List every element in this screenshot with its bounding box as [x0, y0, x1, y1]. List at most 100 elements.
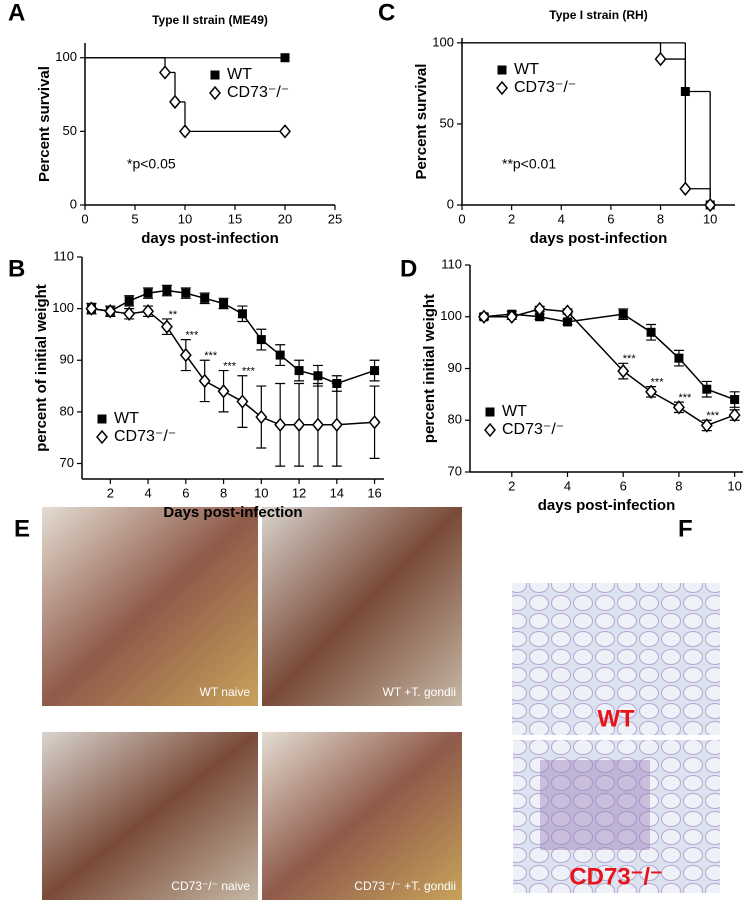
marker	[162, 286, 172, 296]
marker	[280, 53, 290, 63]
x-tick-label: 8	[675, 478, 682, 493]
marker	[275, 350, 285, 360]
marker	[330, 417, 343, 432]
y-tick-label: 90	[60, 352, 74, 367]
marker	[85, 301, 98, 316]
y-tick-label: 0	[447, 196, 454, 211]
marker	[477, 309, 490, 324]
x-tick-label: 10	[703, 211, 717, 226]
chart-title: Type II strain (ME49)	[152, 13, 268, 27]
x-tick-label: 4	[558, 211, 565, 226]
x-tick-label: 6	[607, 211, 614, 226]
y-tick-label: 70	[448, 463, 462, 478]
marker	[279, 124, 291, 139]
marker	[535, 312, 545, 322]
marker	[702, 384, 712, 394]
marker	[484, 422, 496, 438]
y-tick-label: 80	[448, 412, 462, 427]
legend-label: CD73⁻/⁻	[227, 84, 289, 101]
x-tick-label: 20	[278, 211, 292, 226]
marker	[96, 429, 108, 445]
significance-mark: ***	[679, 392, 693, 404]
panel-letter: E	[14, 515, 30, 542]
y-tick-label: 110	[441, 256, 462, 271]
marker	[730, 395, 740, 405]
annotation: *p<0.05	[127, 156, 176, 172]
x-tick-label: 8	[220, 485, 227, 500]
y-tick-label: 80	[60, 403, 74, 418]
marker	[618, 309, 628, 319]
marker	[728, 407, 741, 423]
marker	[104, 304, 117, 319]
significance-mark: ***	[623, 353, 637, 365]
x-tick-label: 2	[508, 211, 515, 226]
y-axis-label: percent initial weight	[421, 294, 438, 443]
marker	[143, 288, 153, 298]
x-tick-label: 10	[178, 211, 192, 226]
y-tick-label: 100	[55, 49, 77, 64]
significance-mark: ***	[651, 377, 665, 389]
x-axis-label: days post-infection	[530, 230, 668, 247]
x-tick-label: 6	[182, 485, 189, 500]
significance-mark: ***	[706, 410, 720, 422]
marker	[293, 417, 306, 432]
legend-label: CD73⁻/⁻	[514, 79, 576, 96]
photo	[262, 732, 462, 900]
panel-letter: F	[678, 515, 693, 542]
y-axis-label: Percent survival	[36, 66, 53, 182]
marker	[313, 371, 323, 381]
x-axis-label: days post-infection	[141, 230, 279, 247]
marker	[672, 400, 685, 415]
marker	[124, 296, 134, 306]
marker	[179, 124, 191, 139]
legend-label: CD73⁻/⁻	[114, 428, 176, 445]
legend-label: WT	[227, 66, 252, 83]
chart-title: Type I strain (RH)	[549, 8, 647, 22]
y-tick-label: 70	[60, 455, 74, 470]
y-tick-label: 100	[440, 308, 462, 323]
x-tick-label: 0	[81, 211, 88, 226]
x-tick-label: 12	[292, 485, 306, 500]
image-label: CD73⁻/⁻	[569, 863, 662, 890]
marker	[533, 301, 546, 317]
x-tick-label: 8	[657, 211, 664, 226]
marker	[217, 384, 230, 399]
y-tick-label: 110	[53, 248, 74, 263]
photo	[42, 507, 258, 706]
image-label: WT	[597, 705, 635, 732]
y-axis-label: percent of initial weight	[33, 284, 50, 452]
marker	[219, 298, 229, 308]
legend-label: WT	[502, 403, 527, 420]
marker	[123, 306, 136, 321]
marker	[496, 80, 508, 96]
x-tick-label: 25	[328, 211, 342, 226]
marker	[200, 293, 210, 303]
legend-label: CD73⁻/⁻	[502, 421, 564, 438]
marker	[311, 417, 324, 432]
panel-letter: B	[8, 255, 25, 282]
x-tick-label: 10	[254, 485, 268, 500]
histology-image	[513, 740, 720, 893]
marker	[645, 384, 658, 399]
x-tick-label: 10	[727, 478, 741, 493]
marker	[274, 417, 287, 432]
y-tick-label: 50	[440, 115, 454, 130]
marker	[256, 335, 266, 345]
legend-label: WT	[514, 61, 539, 78]
marker	[255, 409, 268, 425]
marker	[169, 94, 181, 110]
x-tick-label: 2	[107, 485, 114, 500]
histology-image	[512, 583, 720, 735]
marker	[237, 309, 247, 319]
panel-letter: C	[378, 0, 395, 26]
panel-letter: D	[400, 255, 417, 282]
photo-caption: WT naive	[200, 685, 251, 699]
marker	[236, 394, 249, 409]
marker	[674, 353, 684, 363]
marker	[294, 366, 304, 376]
significance-mark: **	[169, 309, 178, 321]
significance-mark: ***	[242, 366, 256, 378]
photo	[262, 507, 462, 706]
